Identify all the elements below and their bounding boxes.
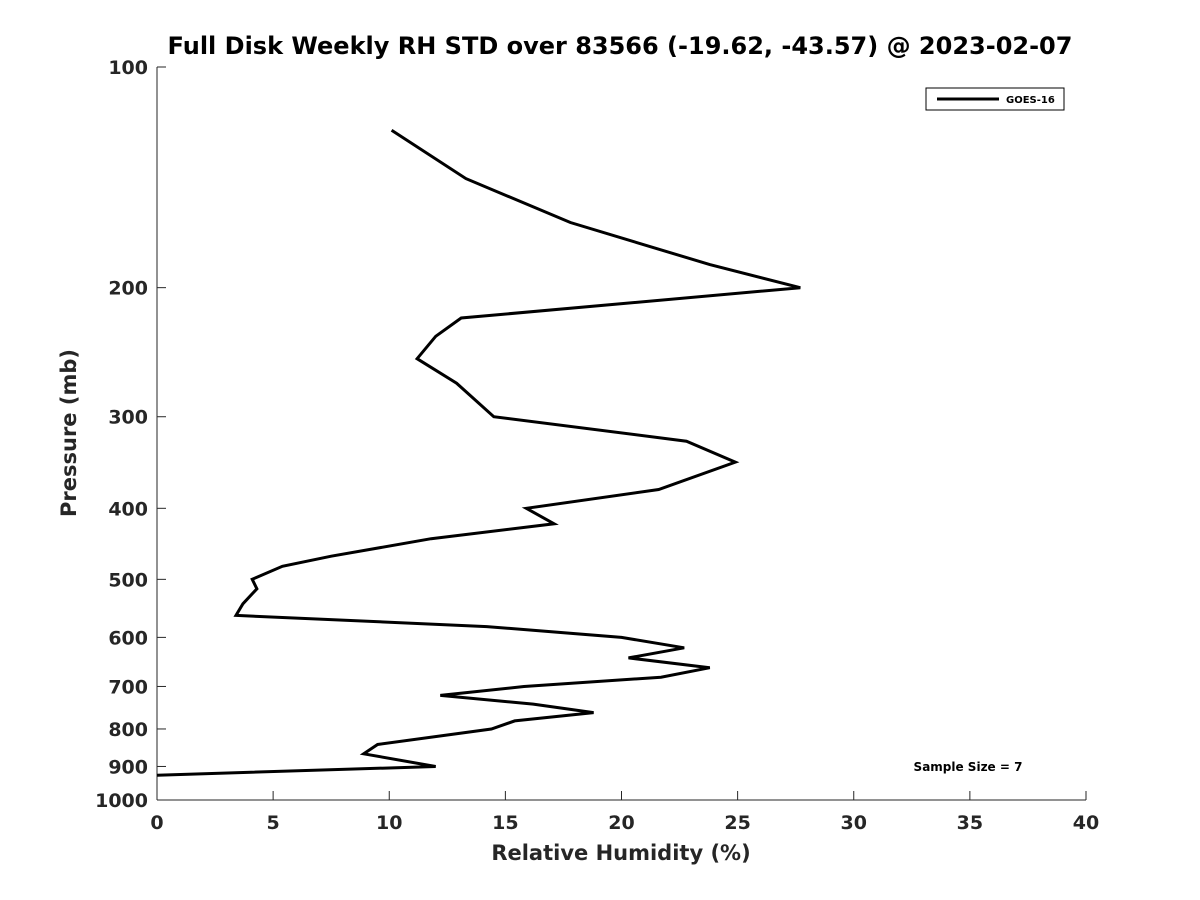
y-ticks: 100 200 300 400 500 600 700 800 900 1000 <box>95 57 166 812</box>
y-tick-label: 500 <box>108 569 148 591</box>
x-tick-label: 15 <box>492 812 518 834</box>
legend-label-goes-16: GOES-16 <box>1006 95 1055 106</box>
x-tick-label: 5 <box>267 812 280 834</box>
y-axis-label: Pressure (mb) <box>57 349 81 517</box>
x-tick-label: 10 <box>376 812 402 834</box>
sample-size-annotation: Sample Size = 7 <box>914 760 1023 774</box>
x-tick-label: 35 <box>957 812 983 834</box>
x-axis-label: Relative Humidity (%) <box>491 841 750 865</box>
series-group <box>156 129 801 777</box>
y-tick-label: 1000 <box>95 790 148 812</box>
x-tick-label: 0 <box>150 812 163 834</box>
x-tick-label: 20 <box>608 812 634 834</box>
y-tick-label: 300 <box>108 407 148 429</box>
x-ticks: 0 5 10 15 20 25 30 35 40 <box>150 791 1099 834</box>
x-tick-label: 25 <box>724 812 750 834</box>
y-tick-label: 800 <box>108 719 148 741</box>
y-tick-label: 700 <box>108 676 148 698</box>
y-tick-label: 600 <box>108 627 148 649</box>
y-tick-label: 100 <box>108 57 148 79</box>
y-tick-label: 200 <box>108 278 148 300</box>
chart-title: Full Disk Weekly RH STD over 83566 (-19.… <box>168 32 1073 60</box>
x-tick-label: 40 <box>1073 812 1099 834</box>
y-tick-label: 900 <box>108 756 148 778</box>
x-tick-label: 30 <box>841 812 867 834</box>
y-tick-label: 400 <box>108 498 148 520</box>
series-line-goes-16 <box>156 129 801 777</box>
legend: GOES-16 <box>925 87 1065 111</box>
